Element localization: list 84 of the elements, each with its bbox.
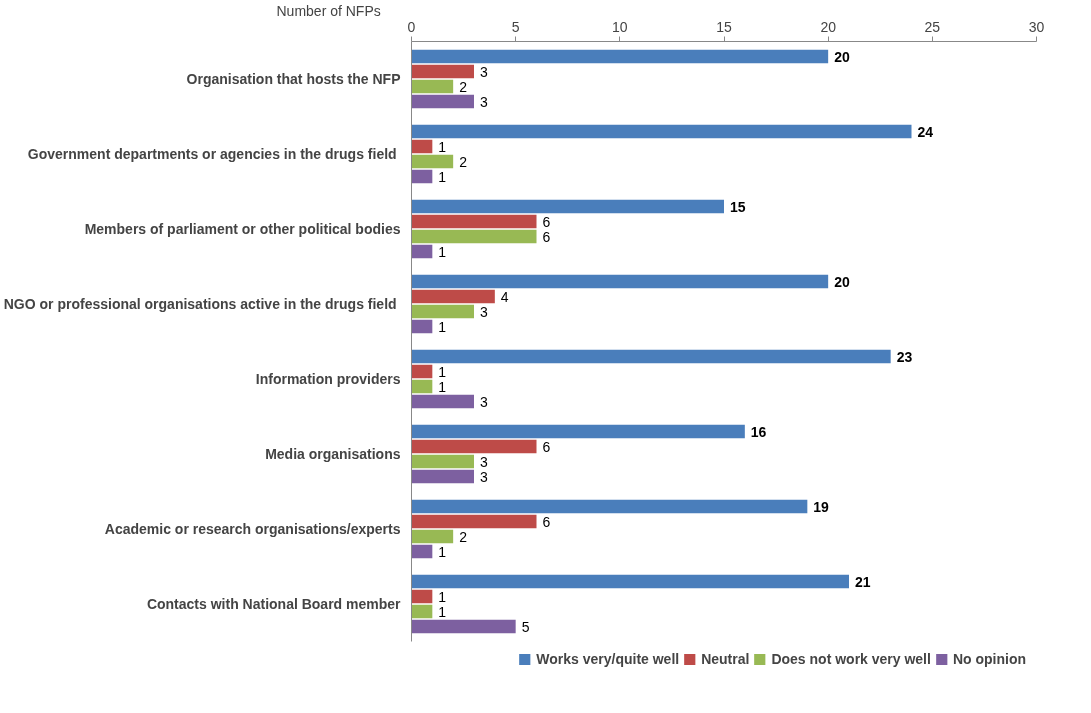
data-label: 3 xyxy=(480,393,488,410)
bar xyxy=(411,229,537,244)
bar xyxy=(411,454,474,469)
bar xyxy=(411,544,433,559)
y-tick-label: Government departments or agencies in the drugs field xyxy=(27,146,397,162)
bar xyxy=(411,304,474,319)
bar xyxy=(411,424,745,439)
y-tick-label: Organisation that hosts the NFP xyxy=(186,71,401,87)
bar xyxy=(411,154,454,169)
bar xyxy=(411,514,537,529)
bar xyxy=(411,604,433,619)
bar xyxy=(411,139,433,154)
bar xyxy=(411,199,724,214)
data-label: 2 xyxy=(459,528,468,545)
data-label: 1 xyxy=(438,318,447,335)
bar xyxy=(411,49,829,64)
bar xyxy=(411,619,516,634)
data-label: 3 xyxy=(480,63,488,80)
x-tick-label: 30 xyxy=(1028,18,1045,35)
bar xyxy=(411,169,433,184)
data-label: 1 xyxy=(438,543,447,560)
data-label: 3 xyxy=(480,93,488,110)
bar xyxy=(411,274,829,289)
data-label: 1 xyxy=(438,363,447,380)
bar xyxy=(411,499,808,514)
x-tick-label: 15 xyxy=(716,18,732,35)
x-tick-label: 0 xyxy=(407,18,416,35)
x-tick-label: 25 xyxy=(924,18,941,35)
legend-label: Does not work very well xyxy=(771,651,931,667)
data-label: 24 xyxy=(917,123,934,140)
bar xyxy=(411,364,433,379)
bar xyxy=(411,529,454,544)
bar xyxy=(411,439,537,454)
bar xyxy=(411,214,537,229)
data-label: 6 xyxy=(542,438,551,455)
x-tick-label: 20 xyxy=(820,18,837,35)
data-label: 6 xyxy=(542,513,551,530)
data-label: 1 xyxy=(438,138,447,155)
data-label: 3 xyxy=(480,468,488,485)
data-label: 16 xyxy=(750,423,767,440)
bar xyxy=(411,124,912,139)
x-tick-label: 10 xyxy=(612,18,628,35)
y-tick-label: Information providers xyxy=(255,371,401,387)
data-label: 21 xyxy=(855,573,871,590)
data-label: 4 xyxy=(500,288,509,305)
data-label: 5 xyxy=(521,618,530,635)
y-tick-label: Media organisations xyxy=(265,446,401,462)
bar xyxy=(411,349,891,364)
data-label: 3 xyxy=(480,453,488,470)
y-tick-label: Academic or research organisations/experts xyxy=(104,521,401,537)
data-label: 3 xyxy=(480,303,488,320)
data-label: 1 xyxy=(438,168,447,185)
data-label: 2 xyxy=(459,78,468,95)
bar xyxy=(411,574,849,589)
x-tick-label: 5 xyxy=(511,18,520,35)
data-label: 6 xyxy=(542,228,551,245)
data-label: 1 xyxy=(438,378,447,395)
y-tick-label: NGO or professional organisations active in the drugs field xyxy=(3,296,397,312)
data-label: 20 xyxy=(834,48,850,65)
data-label: 23 xyxy=(896,348,913,365)
bar xyxy=(411,319,433,334)
bar xyxy=(411,244,433,259)
data-label: 1 xyxy=(438,243,447,260)
bar xyxy=(411,94,474,109)
data-label: 1 xyxy=(438,603,447,620)
y-tick-label: Members of parliament or other political bodies xyxy=(84,221,401,237)
legend-label: Neutral xyxy=(701,651,750,667)
bar xyxy=(411,394,474,409)
legend-label: No opinion xyxy=(952,651,1026,667)
bar xyxy=(411,64,474,79)
bar xyxy=(411,379,433,394)
data-label: 15 xyxy=(730,198,746,215)
bar xyxy=(411,289,495,304)
bar xyxy=(411,589,433,604)
data-label: 6 xyxy=(542,213,551,230)
data-label: 2 xyxy=(459,153,468,170)
bar xyxy=(411,79,454,94)
data-label: 19 xyxy=(813,498,830,515)
data-label: 20 xyxy=(834,273,850,290)
x-axis-title: Number of NFPs xyxy=(276,2,381,19)
data-label: 1 xyxy=(438,588,447,605)
bar xyxy=(411,469,474,484)
legend-label: Works very/quite well xyxy=(536,651,680,667)
y-tick-label: Contacts with National Board member xyxy=(146,596,402,612)
